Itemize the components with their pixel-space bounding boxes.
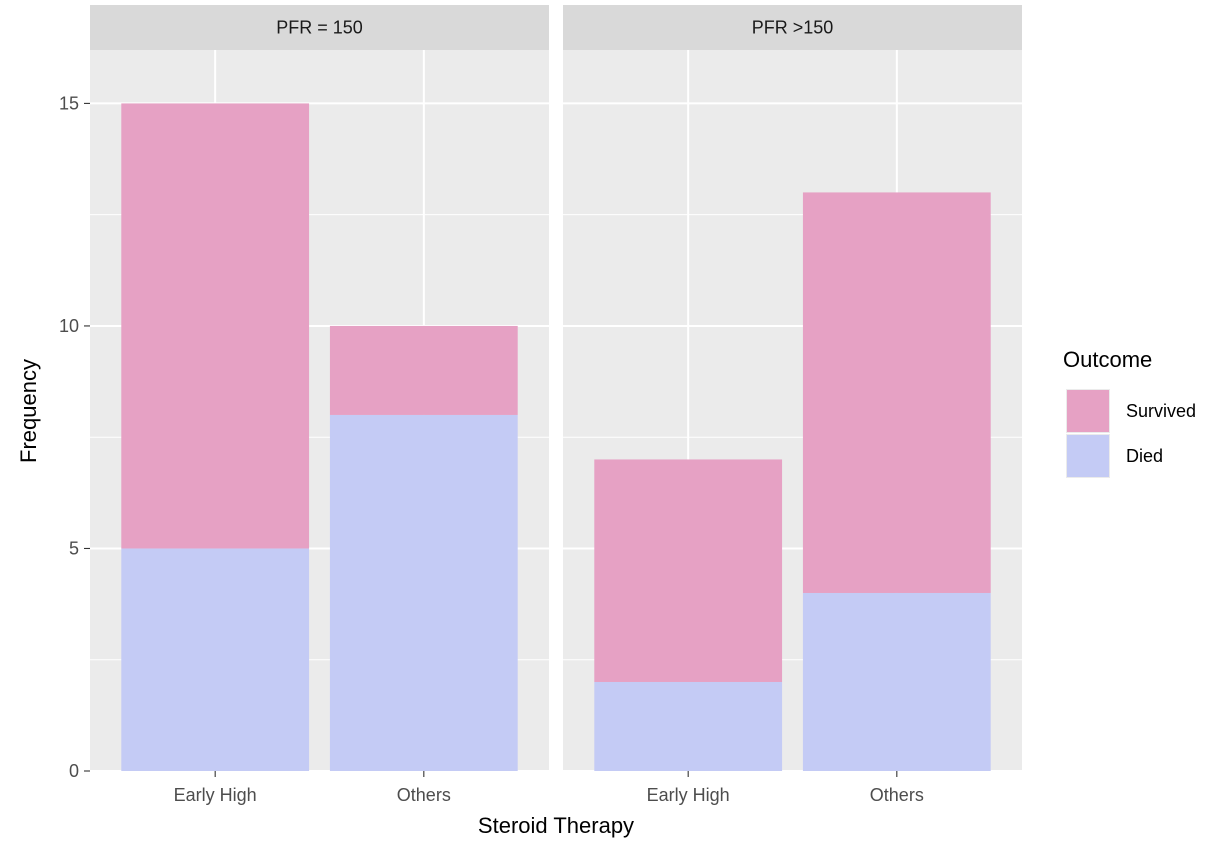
legend-label: Survived — [1126, 401, 1196, 421]
facet-panel: PFR = 150 Early High Others — [90, 5, 549, 805]
facet-strip — [90, 5, 549, 50]
y-tick-label: 10 — [59, 316, 79, 336]
x-axis-title: Steroid Therapy — [478, 813, 634, 838]
x-tick-label: Early High — [174, 785, 257, 805]
y-axis: 0 5 10 15 — [59, 93, 90, 781]
y-axis-title: Frequency — [16, 359, 41, 463]
bar-segment-died — [329, 414, 518, 771]
bar-segment-survived — [121, 103, 310, 549]
y-tick-label: 5 — [69, 538, 79, 558]
bar-segment-died — [121, 548, 310, 771]
facet-panel: PFR >150 Early High Others — [563, 5, 1022, 805]
bar-segment-survived — [329, 325, 518, 415]
facet-strip-label: PFR = 150 — [276, 18, 363, 38]
y-tick-label: 15 — [59, 93, 79, 113]
legend-title: Outcome — [1063, 347, 1152, 372]
bar-segment-died — [802, 592, 991, 771]
x-tick-label: Others — [870, 785, 924, 805]
bar-segment-survived — [802, 192, 991, 593]
legend-key-survived — [1067, 390, 1109, 432]
legend: Outcome Survived Died — [1063, 347, 1196, 478]
panels-layer: PFR = 150 Early High Others PFR >150 Early H… — [90, 5, 1022, 805]
bar-segment-died — [594, 681, 783, 771]
x-tick-label: Early High — [647, 785, 730, 805]
facet-strip — [563, 5, 1022, 50]
legend-label: Died — [1126, 446, 1163, 466]
y-tick-label: 0 — [69, 761, 79, 781]
facet-strip-label: PFR >150 — [752, 18, 834, 38]
legend-key-died — [1067, 435, 1109, 477]
x-tick-label: Others — [397, 785, 451, 805]
bar-segment-survived — [594, 459, 783, 682]
